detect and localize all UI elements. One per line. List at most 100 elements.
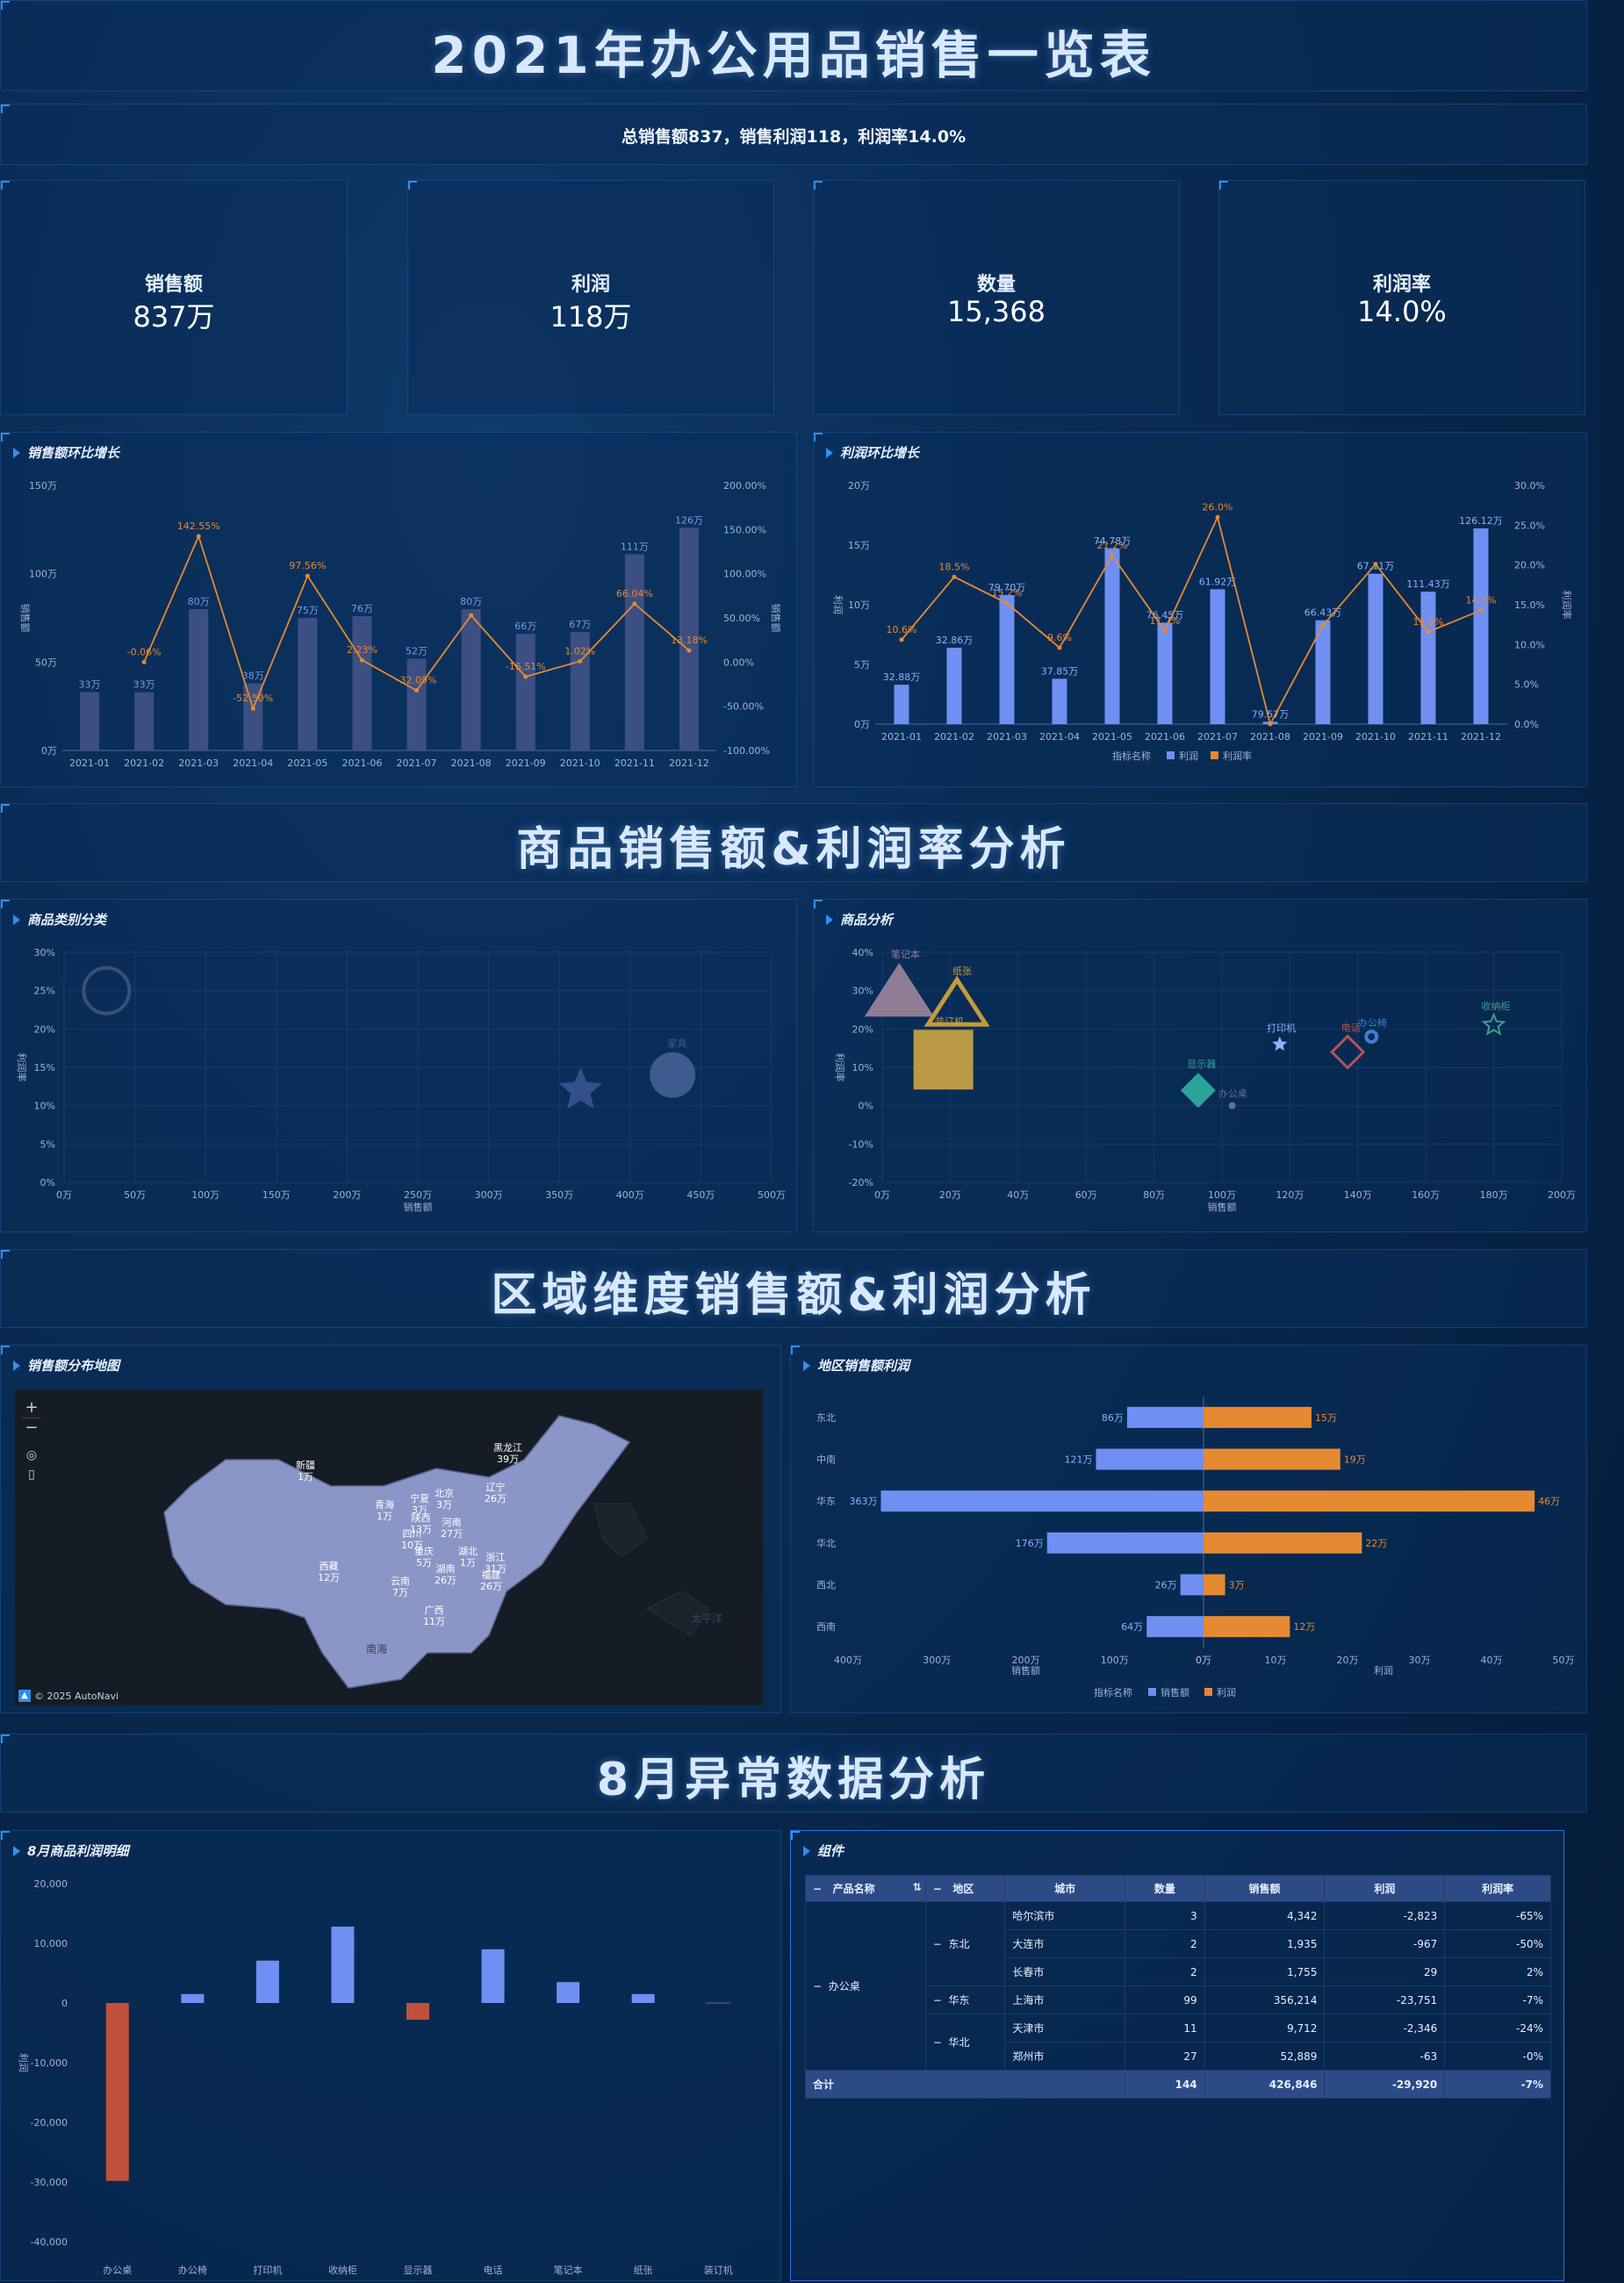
y-tick-label: 华东: [816, 1495, 836, 1507]
legend-label: 利润: [1217, 1686, 1236, 1698]
bar-data-label: 67万: [569, 619, 591, 630]
line-data-label: -32.09%: [397, 675, 437, 686]
group-cell[interactable]: − 办公桌: [805, 1901, 926, 2071]
y-tick-label: -20%: [849, 1177, 873, 1188]
bar-data-label: 66.43万: [1304, 607, 1342, 619]
bar: [1052, 678, 1067, 724]
col-header-sales[interactable]: 销售额: [1204, 1875, 1326, 1902]
region-label: 华东: [948, 1994, 970, 2007]
line-point: [359, 657, 364, 663]
col-header-quantity[interactable]: 数量: [1125, 1875, 1205, 1902]
bar-data-label: 111万: [621, 542, 649, 553]
point: [82, 966, 132, 1016]
margin-cell: -50%: [1444, 1929, 1551, 1958]
sales-growth-chart: 0万 50万 100万 150万 -100.00% -50.00% 0.00% 50.00% 1…: [19, 480, 782, 769]
pivot-table: − 产品名称 ⇅ − 地区 城市 数量 销售额 利润 利润率 − 办公桌 − 东北…: [804, 1875, 1551, 2099]
col-header-city[interactable]: 城市: [1004, 1875, 1126, 1902]
province-label: 陕西 13万: [410, 1512, 432, 1535]
point: [864, 963, 934, 1017]
col-header-product[interactable]: − 产品名称 ⇅: [805, 1875, 926, 1902]
table-row: − 办公桌 − 东北 哈尔滨市 3 4,342 -2,823 -65%: [805, 1901, 1551, 2071]
y-tick-label: 15万: [848, 540, 870, 551]
x-tick-label: 2021-10: [560, 757, 600, 769]
y-tick-label: 10万: [848, 599, 870, 611]
triangle-icon: [13, 1360, 20, 1371]
x-tick-label: 2021-03: [987, 731, 1027, 743]
x-axis-label: 销售额: [1208, 1201, 1237, 1213]
bar: [134, 692, 154, 750]
bar-data-label: 121万: [1064, 1454, 1092, 1466]
point-label: 显示器: [1187, 1059, 1216, 1070]
zoom-in-button[interactable]: +: [25, 1398, 39, 1417]
x-tick-label: 2021-12: [669, 757, 709, 769]
mouse-icon[interactable]: ▯: [28, 1468, 35, 1482]
compass-icon[interactable]: ◎: [25, 1448, 38, 1462]
x-tick-label: 350万: [545, 1189, 573, 1201]
x-tick-label: 2021-11: [1408, 731, 1448, 743]
x-tick-label: 办公椅: [178, 2264, 207, 2276]
collapse-icon[interactable]: −: [813, 1883, 833, 1895]
bar-data-label: 26万: [1155, 1580, 1177, 1591]
bar: [631, 1993, 655, 2003]
bar: [1104, 549, 1120, 724]
x-tick-label: 收纳柜: [328, 2264, 357, 2276]
x-tick-label: 0万: [56, 1189, 72, 1201]
bar: [352, 615, 372, 750]
y-tick-label: -10,000: [31, 2057, 68, 2069]
x-tick-label: 100万: [191, 1189, 219, 1201]
x-tick-label: 20万: [1337, 1655, 1359, 1666]
bar: [181, 1993, 205, 2003]
sales-cell: 9,712: [1204, 2014, 1326, 2042]
legend-swatch: [1204, 1688, 1212, 1696]
table-row: 长春市 2 1,755 29 2%: [806, 1957, 1551, 1986]
y-tick-label: 20,000: [34, 1878, 68, 1890]
y-tick-label: 东北: [816, 1412, 836, 1424]
line-data-label: 142.55%: [177, 520, 220, 532]
panel-title-text: 组件: [817, 1843, 844, 1859]
kpi-value: 14.0%: [1357, 295, 1447, 328]
x-tick-label: 2021-08: [1250, 731, 1290, 743]
line-data-label: 10.6%: [887, 624, 917, 635]
col-header-margin[interactable]: 利润率: [1444, 1875, 1551, 1902]
region-cell[interactable]: − 华北: [924, 2014, 1006, 2071]
collapse-icon[interactable]: −: [932, 1994, 949, 2007]
collapse-icon[interactable]: −: [932, 1938, 949, 1950]
sort-icon[interactable]: ⇅: [912, 1881, 922, 1893]
aug-panel: 8月商品利润明细 -40,000 -30,000 -20,000 -10,000 0 10…: [0, 1830, 781, 2281]
line-point: [686, 648, 692, 653]
panel-title: 利润环比增长: [826, 443, 919, 462]
y-tick-label: -40,000: [31, 2236, 68, 2248]
x-tick-label: 100万: [1101, 1655, 1129, 1666]
col-header-region[interactable]: − 地区: [924, 1875, 1006, 1902]
map-view[interactable]: 南海 太平洋 新疆 1万 西藏 12万 黑龙江 39万 辽宁 26万 北京 3万 青海 1…: [15, 1389, 763, 1705]
profit-cell: -23,751: [1324, 1985, 1446, 2014]
line-point: [1057, 645, 1062, 650]
collapse-icon[interactable]: −: [932, 2036, 949, 2049]
y-tick-label: 西南: [816, 1621, 836, 1633]
y2-tick-label: 100.00%: [723, 569, 766, 580]
region-cell[interactable]: − 东北: [924, 1901, 1006, 1986]
legend-swatch: [1148, 1688, 1156, 1696]
bar: [406, 658, 427, 750]
zoom-out-button[interactable]: −: [22, 1418, 41, 1437]
triangle-icon: [13, 914, 20, 925]
x-tick-label: 200万: [1012, 1655, 1040, 1666]
credit-text: © 2025 AutoNavi: [34, 1690, 119, 1702]
collapse-icon[interactable]: −: [813, 1980, 829, 1992]
y-tick-label: 5%: [40, 1138, 55, 1150]
col-header-profit[interactable]: 利润: [1324, 1875, 1446, 1902]
x-tick-label: 装订机: [704, 2264, 733, 2276]
bar-data-label: 12万: [1293, 1621, 1315, 1633]
x-tick-label: 180万: [1480, 1189, 1508, 1201]
collapse-icon[interactable]: −: [932, 1883, 953, 1895]
y-tick-label: 中南: [816, 1454, 836, 1466]
bar: [679, 528, 699, 750]
region-cell[interactable]: − 华东: [924, 1985, 1006, 2014]
total-quantity: 144: [1125, 2070, 1205, 2099]
point-label: 纸张: [952, 966, 972, 977]
x-tick-label: 0万: [1196, 1655, 1211, 1666]
city-cell: 郑州市: [1004, 2042, 1126, 2071]
total-label: 合计: [804, 2070, 1126, 2099]
bar-data-label: 38万: [242, 670, 264, 681]
x-tick-label: 2021-08: [451, 757, 492, 769]
